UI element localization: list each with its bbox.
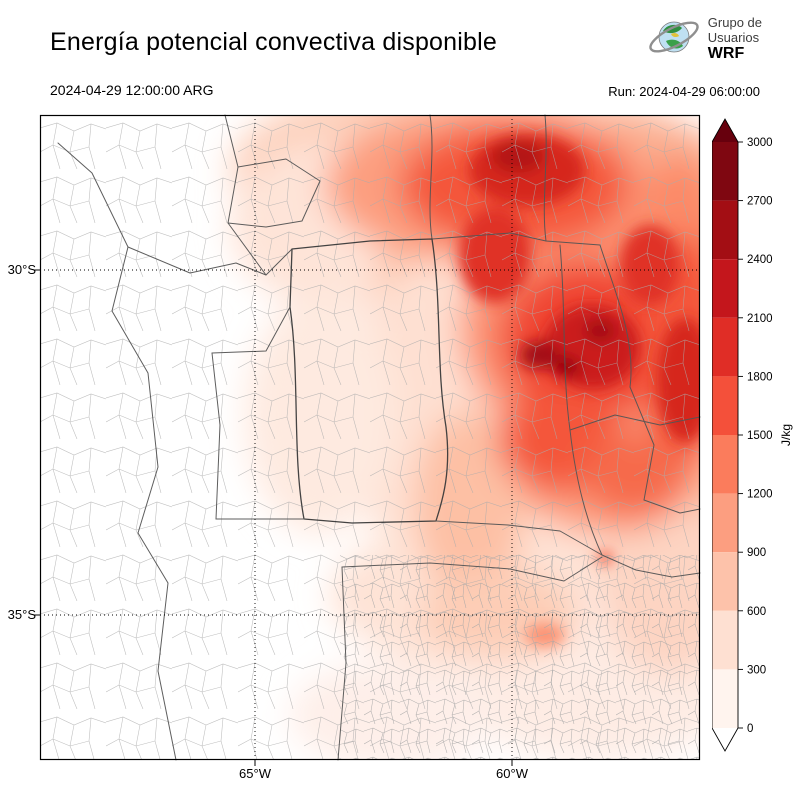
colorbar-tick-marks — [738, 141, 743, 729]
lon-tick-60w: 60°W — [496, 766, 528, 781]
svg-text:300: 300 — [747, 664, 766, 676]
globe-icon — [647, 10, 701, 69]
svg-text:1500: 1500 — [747, 430, 773, 442]
svg-text:2100: 2100 — [747, 313, 773, 325]
lat-tick-30s: 30°S — [7, 262, 36, 277]
valid-time-label: 2024-04-29 12:00:00 ARG — [50, 82, 214, 98]
colorbar-segments — [711, 118, 739, 752]
logo-line-2: Usuarios — [707, 29, 760, 45]
svg-text:0: 0 — [747, 723, 753, 735]
page-title: Energía potencial convectiva disponible — [50, 28, 497, 56]
department-boundaries-layer — [40, 115, 700, 760]
svg-text:600: 600 — [747, 606, 766, 618]
svg-text:1200: 1200 — [747, 489, 773, 501]
svg-text:900: 900 — [747, 547, 766, 559]
run-time-label: Run: 2024-04-29 06:00:00 — [608, 84, 760, 99]
colorbar-units-label: J/kg — [779, 424, 793, 446]
map-figure — [34, 114, 701, 766]
province-boundaries-layer — [57, 114, 701, 761]
svg-text:2700: 2700 — [747, 196, 773, 208]
logo-line-wrf: WRF — [707, 45, 745, 63]
wrf-group-logo: Grupo de Usuarios WRF — [647, 10, 762, 69]
logo-line-1: Grupo de — [707, 15, 762, 30]
lat-tick-35s: 35°S — [7, 607, 36, 622]
map-frame — [39, 114, 701, 761]
logo-text: Grupo de Usuarios WRF — [707, 15, 762, 63]
colorbar-tick-labels: 3000 2700 2400 2100 1800 1500 1200 900 6… — [747, 137, 773, 735]
svg-text:1800: 1800 — [747, 371, 773, 383]
svg-text:2400: 2400 — [747, 254, 773, 266]
axis-ticks — [34, 269, 513, 766]
lon-tick-65w: 65°W — [239, 766, 271, 781]
svg-text:3000: 3000 — [747, 137, 773, 149]
colorbar: 3000 2700 2400 2100 1800 1500 1200 900 6… — [711, 115, 800, 760]
